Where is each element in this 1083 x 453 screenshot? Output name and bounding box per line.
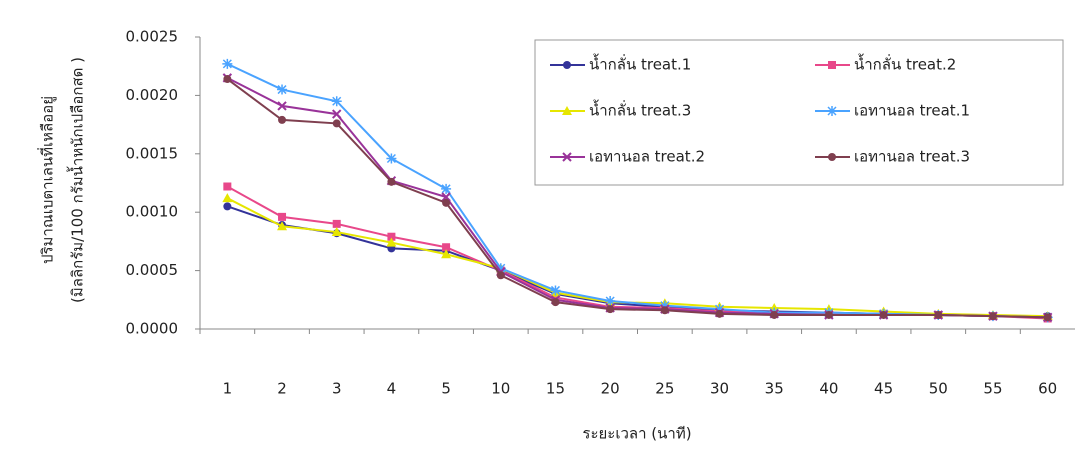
legend-marker: [828, 61, 836, 69]
y-tick-label: 0.0025: [126, 28, 179, 46]
data-point: [332, 219, 341, 228]
data-point: [277, 221, 288, 231]
data-point: [387, 232, 396, 241]
legend-box: [534, 39, 1064, 186]
legend-label: เอทานอล treat.2: [589, 148, 705, 166]
legend-marker: [562, 152, 572, 162]
data-point: [659, 300, 670, 311]
x-tick-label: 30: [710, 380, 729, 398]
x-tick-label: 20: [601, 380, 620, 398]
x-tick-label: 10: [491, 380, 510, 398]
data-point: [222, 58, 233, 69]
data-point: [879, 310, 888, 319]
data-point: [223, 182, 232, 191]
x-tick-label: 15: [546, 380, 565, 398]
data-point: [386, 153, 397, 164]
data-point: [496, 271, 505, 280]
data-point: [988, 312, 997, 321]
data-point: [331, 227, 342, 237]
data-point: [332, 119, 341, 128]
data-point: [551, 293, 560, 302]
y-tick-label: 0.0000: [126, 320, 179, 338]
y-tick-label: 0.0020: [126, 86, 179, 104]
x-tick-label: 50: [929, 380, 948, 398]
data-point: [442, 198, 451, 207]
data-point: [1043, 313, 1052, 322]
data-point: [386, 237, 397, 247]
data-point: [715, 309, 724, 318]
legend-marker: [828, 153, 836, 161]
y-tick-label: 0.0010: [126, 203, 179, 221]
data-point: [934, 310, 943, 319]
data-point: [550, 285, 561, 296]
data-point: [277, 101, 287, 111]
x-tick-label: 55: [983, 380, 1002, 398]
x-tick-label: 25: [655, 380, 674, 398]
legend-marker: [562, 106, 572, 115]
data-point: [442, 243, 451, 252]
data-point: [605, 295, 616, 306]
data-point: [223, 75, 232, 84]
data-point: [278, 212, 287, 221]
legend-label: เอทานอล treat.3: [854, 148, 970, 166]
data-point: [277, 84, 288, 95]
data-point: [606, 305, 615, 314]
x-axis-label: ระยะเวลา (นาที): [582, 425, 691, 443]
data-point: [824, 310, 833, 319]
series-line: [226, 185, 1048, 320]
data-point: [331, 96, 342, 107]
data-point: [332, 109, 342, 119]
x-tick-label: 35: [765, 380, 784, 398]
x-tick-label: 40: [819, 380, 838, 398]
data-point: [387, 177, 396, 186]
y-axis-label: ปริมาณเบตาเลนที่เหลืออยู่: [37, 96, 57, 264]
series-line: [227, 205, 1048, 318]
data-point: [714, 304, 725, 315]
y-tick-label: 0.0005: [126, 261, 179, 279]
x-tick-label: 2: [277, 380, 287, 398]
data-point: [441, 183, 452, 194]
series-line: [226, 197, 1048, 318]
x-tick-label: 45: [874, 380, 893, 398]
legend-label: เอทานอล treat.1: [854, 102, 970, 120]
data-point: [551, 298, 560, 307]
legend-label: น้ำกลั่น treat.1: [589, 54, 691, 74]
x-tick-label: 5: [441, 380, 451, 398]
x-tick-label: 4: [387, 380, 397, 398]
data-point: [278, 115, 287, 124]
data-point: [222, 193, 233, 203]
data-point: [441, 249, 452, 259]
x-tick-label: 60: [1038, 380, 1057, 398]
x-tick-label: 3: [332, 380, 342, 398]
data-point: [770, 310, 779, 319]
legend-marker: [827, 106, 837, 116]
series-line: [226, 78, 1048, 319]
y-tick-label: 0.0015: [126, 144, 179, 162]
data-point: [441, 192, 451, 202]
data-point: [660, 306, 669, 315]
legend-label: น้ำกลั่น treat.2: [854, 54, 956, 74]
data-point: [223, 202, 232, 211]
y-axis-label: (มิลลิกรัม/100 กรัมน้ำหนักเปลือกสด ): [67, 57, 87, 303]
x-tick-label: 1: [223, 380, 233, 398]
legend-label: น้ำกลั่น treat.3: [589, 100, 691, 120]
legend-marker: [563, 61, 571, 69]
data-point: [495, 263, 506, 274]
